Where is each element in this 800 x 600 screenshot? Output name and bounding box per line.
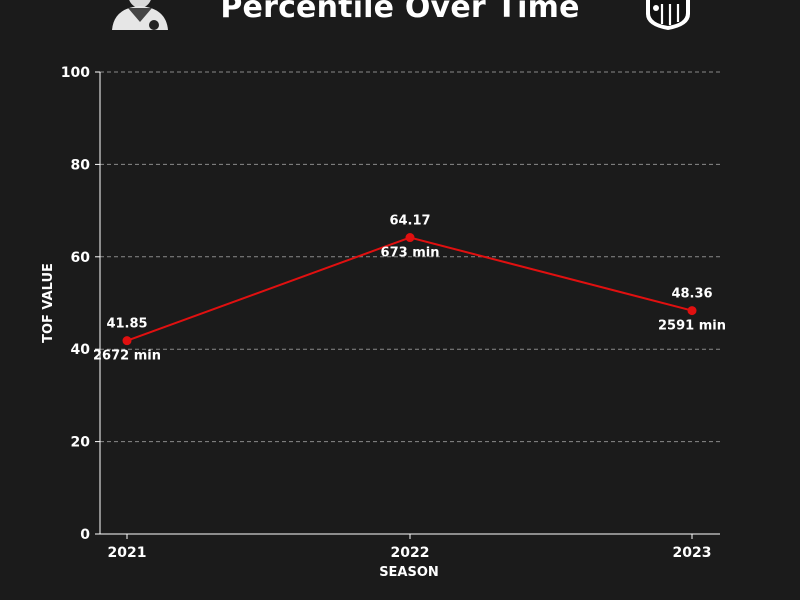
minutes-label: 2591 min [658, 319, 726, 334]
x-tick-label: 2022 [391, 545, 430, 561]
y-tick-label: 20 [71, 435, 91, 451]
data-value-label: 48.36 [671, 287, 712, 302]
chart-title: Percentile Over Time [220, 0, 580, 25]
gridlines [100, 71, 720, 443]
data-value-label: 64.17 [389, 214, 430, 229]
data-point [122, 336, 132, 346]
data-point [405, 233, 415, 243]
player-avatar-icon [112, 0, 168, 30]
minutes-label: 673 min [381, 246, 440, 261]
club-crest-icon [646, 0, 690, 30]
x-axis-label: SEASON [379, 565, 439, 580]
series-line [122, 233, 697, 346]
x-tick-label: 2023 [673, 545, 712, 561]
y-tick-label: 40 [71, 342, 91, 358]
x-tick-labels: 2021 2022 2023 [108, 545, 712, 561]
minutes-label: 2672 min [93, 349, 161, 364]
data-labels: 41.85 2672 min 64.17 673 min 48.36 2591 min [93, 214, 726, 364]
y-tick-label: 80 [71, 157, 91, 173]
y-axis-label: TOF VALUE [41, 263, 56, 343]
y-tick-label: 100 [61, 65, 90, 81]
x-tick-label: 2021 [108, 545, 147, 561]
data-value-label: 41.85 [106, 317, 147, 332]
axes [95, 71, 720, 539]
y-tick-label: 0 [80, 527, 90, 543]
data-point [687, 306, 697, 316]
y-tick-label: 60 [71, 250, 91, 266]
y-tick-labels: 0 20 40 60 80 100 [61, 65, 90, 543]
